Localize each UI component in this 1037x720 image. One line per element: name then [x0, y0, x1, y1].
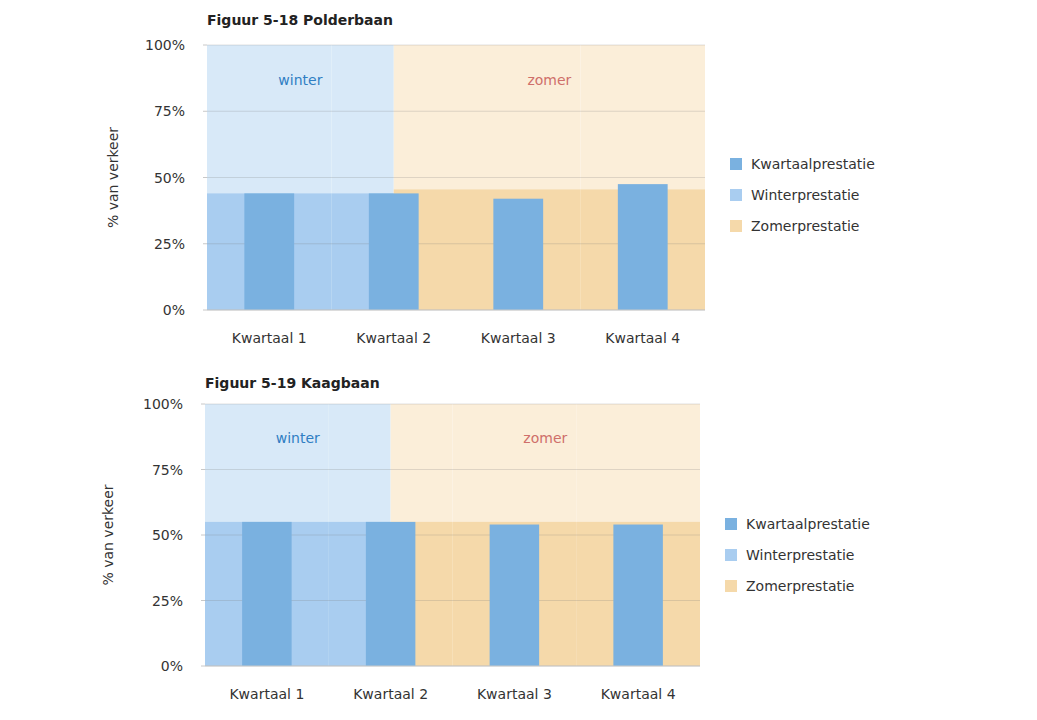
legend-swatch	[725, 549, 737, 561]
legend: Kwartaalprestatie Winterprestatie Zomerpre…	[730, 156, 875, 234]
legend-swatch	[730, 158, 742, 170]
legend: Kwartaalprestatie Winterprestatie Zomerpre…	[725, 516, 870, 594]
season-area	[207, 193, 332, 310]
x-axis-line	[205, 666, 700, 667]
bar	[493, 199, 543, 310]
y-tick-label: 50%	[154, 170, 185, 186]
texts: winter zomer Figuur 5-19 Kaagbaan 0% 25% 50% 7…	[100, 375, 700, 702]
grid-line	[205, 666, 700, 667]
x-tick-label: Kwartaal 1	[232, 330, 307, 346]
x-axis-line	[207, 310, 705, 311]
y-tick	[203, 310, 207, 311]
x-tick-label: Kwartaal 3	[477, 686, 552, 702]
bar	[618, 184, 668, 310]
grid-line	[205, 404, 700, 405]
bar	[244, 193, 294, 310]
plot-area	[207, 45, 705, 310]
season-area	[456, 189, 581, 310]
y-tick	[201, 666, 205, 667]
season-area	[576, 522, 700, 666]
plot-area	[205, 404, 700, 666]
x-tick-label: Kwartaal 4	[605, 330, 680, 346]
season-label: zomer	[523, 430, 567, 446]
y-tick-label: 0%	[161, 658, 183, 674]
legend-swatch	[730, 220, 742, 232]
x-tick-label: Kwartaal 2	[353, 686, 428, 702]
legend-swatch	[725, 580, 737, 592]
season-label: zomer	[527, 72, 571, 88]
texts: winter zomer Figuur 5-18 Polderbaan 0% 25% 50…	[105, 12, 705, 346]
y-tick	[203, 177, 207, 178]
y-tick	[201, 469, 205, 470]
legend-label: Zomerprestatie	[746, 578, 854, 594]
x-tick-label: Kwartaal 4	[601, 686, 676, 702]
legend-swatch	[730, 189, 742, 201]
y-tick-label: 25%	[154, 236, 185, 252]
grid-line	[207, 177, 705, 178]
y-tick-label: 75%	[154, 103, 185, 119]
y-tick-label: 100%	[145, 37, 185, 53]
bar	[242, 522, 292, 666]
page: winter zomer Figuur 5-18 Polderbaan 0% 25% 50…	[0, 0, 1037, 720]
bars	[242, 522, 663, 666]
y-tick-label: 25%	[152, 593, 183, 609]
y-tick	[201, 600, 205, 601]
x-tick-label: Kwartaal 1	[229, 686, 304, 702]
season-area	[453, 522, 577, 666]
bar	[366, 522, 416, 666]
bar	[369, 193, 419, 310]
x-tick-label: Kwartaal 2	[356, 330, 431, 346]
chart-title: Figuur 5-19 Kaagbaan	[205, 375, 380, 391]
grid-line	[207, 45, 705, 46]
bars	[244, 184, 667, 310]
legend-label: Winterprestatie	[746, 547, 854, 563]
y-tick	[203, 45, 207, 46]
legend-label: Kwartaalprestatie	[751, 156, 875, 172]
grid-line	[207, 310, 705, 311]
legend-label: Winterprestatie	[751, 187, 859, 203]
legend-swatch	[725, 518, 737, 530]
y-tick	[201, 404, 205, 405]
season-label: winter	[276, 430, 320, 446]
y-tick	[201, 535, 205, 536]
chart: winter zomer Figuur 5-19 Kaagbaan 0% 25% 50% 7…	[100, 375, 870, 702]
y-tick-label: 0%	[163, 302, 185, 318]
y-tick	[203, 243, 207, 244]
bar	[613, 525, 663, 666]
x-tick-label: Kwartaal 3	[481, 330, 556, 346]
chart-title: Figuur 5-18 Polderbaan	[207, 12, 393, 28]
season-area	[205, 522, 329, 666]
y-axis-label: % van verkeer	[105, 127, 121, 228]
bar	[490, 525, 540, 666]
legend-label: Zomerprestatie	[751, 218, 859, 234]
season-label: winter	[278, 72, 322, 88]
y-tick-label: 100%	[143, 396, 183, 412]
grid-line	[207, 111, 705, 112]
y-tick	[203, 111, 207, 112]
grid-line	[205, 469, 700, 470]
y-axis-label: % van verkeer	[100, 484, 116, 585]
chart: winter zomer Figuur 5-18 Polderbaan 0% 25% 50…	[105, 12, 875, 346]
y-tick-label: 75%	[152, 462, 183, 478]
legend-label: Kwartaalprestatie	[746, 516, 870, 532]
y-tick-label: 50%	[152, 527, 183, 543]
